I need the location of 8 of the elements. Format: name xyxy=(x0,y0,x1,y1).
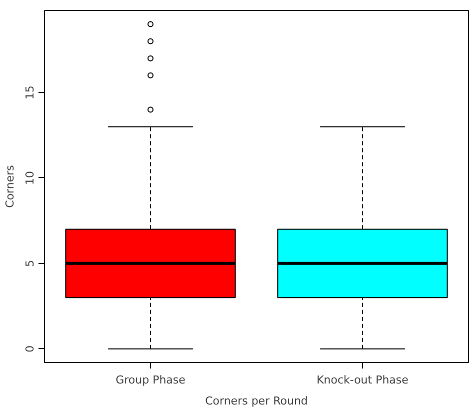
x-tick-label: Knock-out Phase xyxy=(316,374,409,386)
y-tick-label: 15 xyxy=(24,86,36,100)
y-tick-label: 10 xyxy=(24,170,36,185)
x-tick-label: Group Phase xyxy=(116,374,186,386)
y-axis-title: Corners xyxy=(4,164,16,208)
x-axis-title: Corners per Round xyxy=(205,394,308,408)
y-tick-label: 0 xyxy=(24,345,36,352)
y-tick-label: 5 xyxy=(24,260,36,267)
